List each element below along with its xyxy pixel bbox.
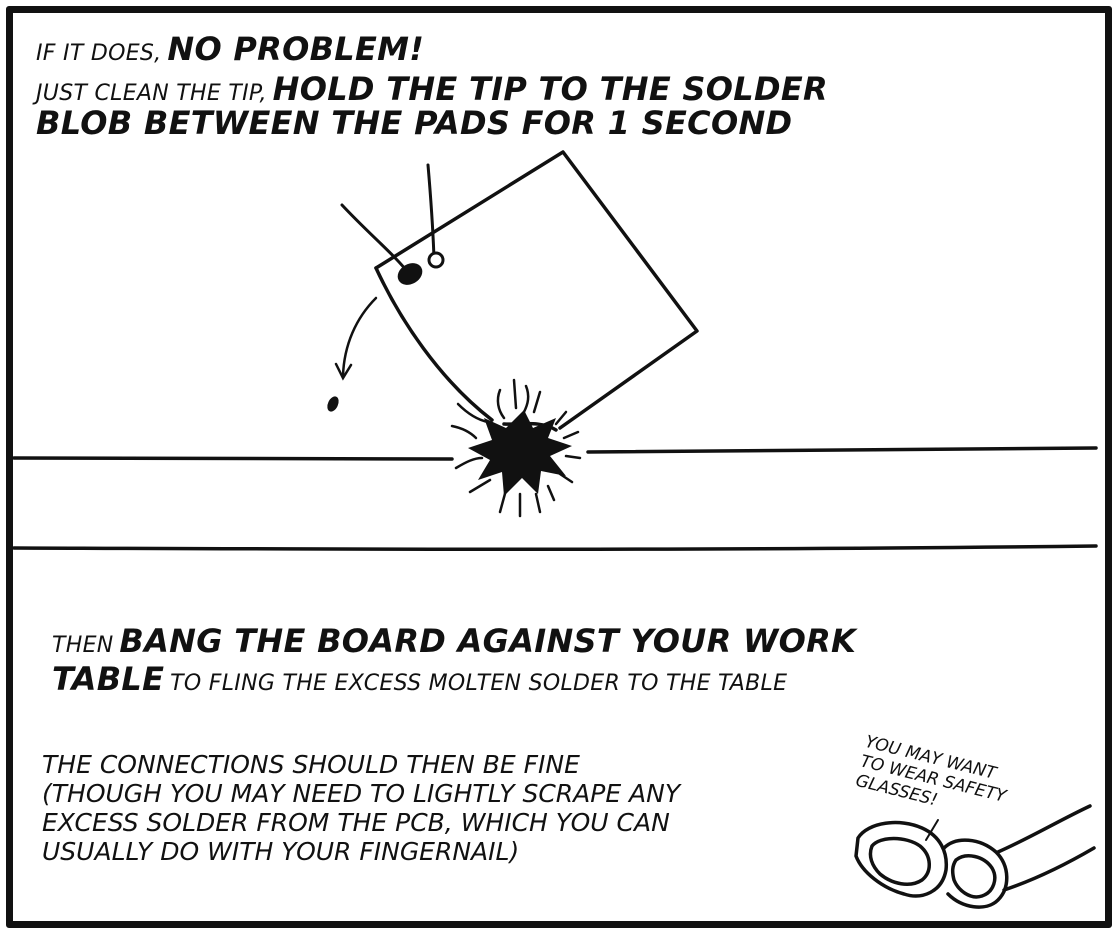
instruction-line-2: Just clean the tip, hold the tip to the …: [36, 70, 828, 108]
connections-line: usually do with your fingernail): [42, 837, 520, 866]
line5-small-text: to fling the excess molten solder to the…: [170, 671, 788, 696]
comic-panel: [6, 6, 1112, 928]
connections-line: The connections should then be fine: [42, 750, 580, 779]
instruction-line-3: blob between the pads for 1 second: [36, 104, 792, 142]
connections-line: excess solder from the PCB, which you ca…: [42, 808, 670, 837]
line4-small-text: Then: [52, 633, 114, 658]
instruction-line-4: Then bang the board against your work: [52, 622, 856, 660]
line2-small-text: Just clean the tip,: [36, 81, 267, 106]
line5-large-text: table: [52, 660, 165, 698]
falling-solder-drop: [327, 396, 339, 412]
falling-solder-arrow: [334, 296, 378, 381]
connections-note: The connections should then be fine (tho…: [42, 750, 680, 866]
solder-blob-icon: [397, 251, 445, 285]
line4-large-text: bang the board against your work: [119, 622, 857, 660]
safety-glasses-icon: [854, 804, 1096, 909]
work-table: [12, 446, 1098, 551]
line1-small-text: If it does,: [36, 41, 162, 66]
impact-burst-icon: [450, 378, 582, 518]
instruction-line-1: If it does, No problem!: [36, 30, 424, 68]
circuit-board-icon: [374, 150, 699, 432]
connections-line: (though you may need to lightly scrape a…: [42, 779, 681, 808]
line1-large-text: No problem!: [167, 30, 425, 68]
line2-large-text: hold the tip to the solder: [272, 70, 828, 108]
line3-large-text: blob between the pads for 1 second: [36, 104, 793, 142]
instruction-line-5: table to fling the excess molten solder …: [52, 660, 787, 698]
